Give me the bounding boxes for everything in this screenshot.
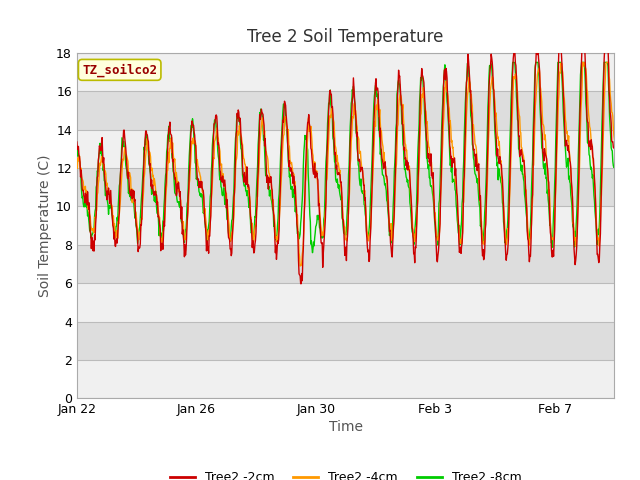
Bar: [77, 168, 614, 206]
X-axis label: Time: Time: [328, 420, 363, 434]
Legend: Tree2 -2cm, Tree2 -4cm, Tree2 -8cm: Tree2 -2cm, Tree2 -4cm, Tree2 -8cm: [165, 466, 526, 480]
Y-axis label: Soil Temperature (C): Soil Temperature (C): [38, 155, 52, 297]
Title: Tree 2 Soil Temperature: Tree 2 Soil Temperature: [248, 28, 444, 46]
Bar: [77, 322, 614, 360]
Bar: [77, 130, 614, 168]
Bar: [77, 206, 614, 245]
Text: TZ_soilco2: TZ_soilco2: [82, 63, 157, 76]
Bar: [77, 91, 614, 130]
Bar: [77, 245, 614, 283]
Bar: [77, 283, 614, 322]
Bar: [77, 360, 614, 398]
Bar: [77, 53, 614, 91]
